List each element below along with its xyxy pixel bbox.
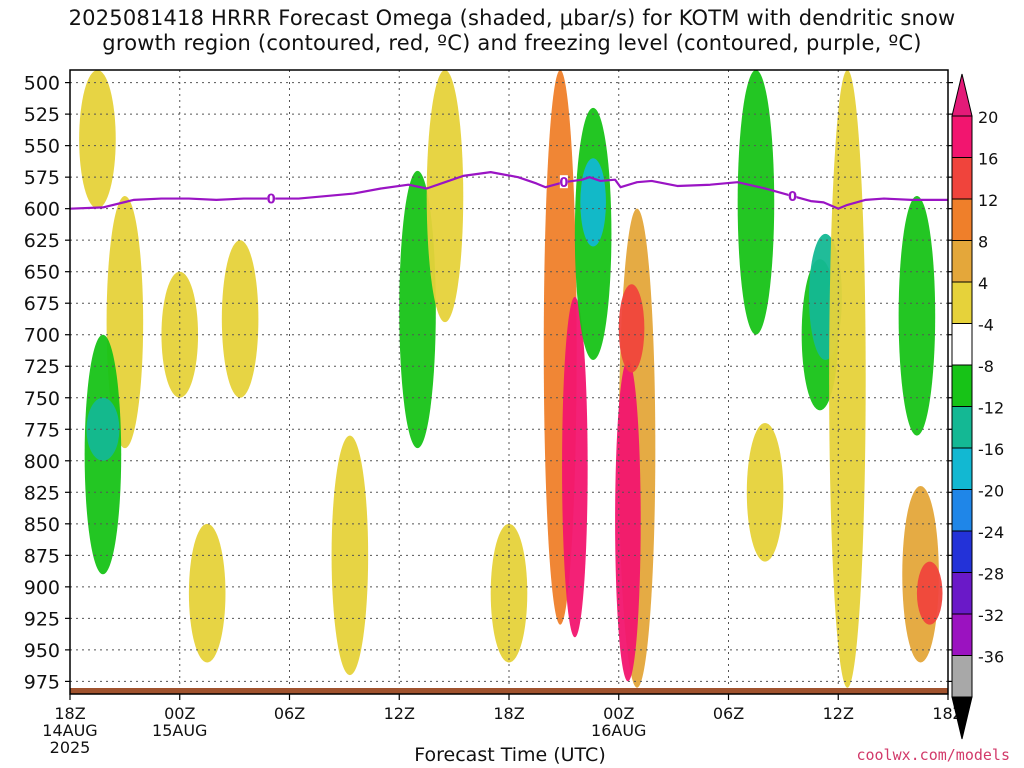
colorbar-swatch-4 bbox=[951, 281, 973, 324]
y-tick-label-975: 975 bbox=[24, 671, 60, 693]
x-tick-label-30-0: 00Z bbox=[603, 704, 634, 723]
y-tick-label-900: 900 bbox=[24, 577, 60, 599]
omega-region-21 bbox=[746, 422, 784, 562]
x-tick-label-12-0: 06Z bbox=[274, 704, 305, 723]
freezing-level-label-bg-2 bbox=[788, 189, 797, 203]
colorbar: 20 16 12 8 4 -4 -8 -12 -16 -20 -24 -28 -32 -36 bbox=[951, 73, 1004, 740]
omega-region-5 bbox=[221, 240, 259, 398]
y-tick-label-550: 550 bbox=[24, 136, 60, 158]
colorbar-label-2: 12 bbox=[978, 191, 998, 210]
colorbar-swatch-13 bbox=[951, 655, 973, 698]
omega-region-6 bbox=[188, 523, 226, 663]
colorbar-swatch-3 bbox=[951, 240, 973, 283]
colorbar-label-13: -36 bbox=[978, 648, 1004, 667]
omega-region-23 bbox=[898, 196, 936, 436]
x-tick-label-24-0: 18Z bbox=[493, 704, 524, 723]
y-tick-label-925: 925 bbox=[24, 608, 60, 630]
freezing-level-contour: 0 0 0 bbox=[70, 171, 948, 210]
freezing-level-label-0: 0 bbox=[267, 193, 276, 208]
colorbar-swatch-1 bbox=[951, 157, 973, 200]
colorbar-label-1: 16 bbox=[978, 150, 998, 169]
x-tick-label-0-2: 2025 bbox=[50, 738, 91, 757]
freezing-level-label-bg-1 bbox=[559, 175, 568, 189]
freezing-level-label-bg-0 bbox=[267, 191, 276, 205]
x-axis-label: Forecast Time (UTC) bbox=[414, 744, 606, 766]
omega-shaded-field bbox=[79, 70, 943, 688]
y-tick-label-700: 700 bbox=[24, 325, 60, 347]
colorbar-swatch-11 bbox=[951, 572, 973, 615]
x-tick-label-6-1: 15AUG bbox=[152, 721, 207, 740]
colorbar-label-3: 8 bbox=[978, 233, 988, 252]
omega-region-7 bbox=[331, 435, 369, 676]
colorbar-swatch-5 bbox=[951, 323, 973, 366]
omega-region-8 bbox=[399, 170, 436, 449]
y-tick-label-775: 775 bbox=[24, 419, 60, 441]
y-tick-label-600: 600 bbox=[24, 199, 60, 221]
y-tick-label-675: 675 bbox=[24, 293, 60, 315]
colorbar-swatch-0 bbox=[951, 115, 973, 158]
y-tick-label-650: 650 bbox=[24, 262, 60, 284]
y-tick-label-950: 950 bbox=[24, 640, 60, 662]
colorbar-swatch-2 bbox=[951, 198, 973, 241]
y-tick-label-875: 875 bbox=[24, 545, 60, 567]
freezing-level-label-1: 0 bbox=[559, 176, 568, 191]
omega-region-25 bbox=[916, 561, 943, 625]
x-tick-label-42-0: 12Z bbox=[823, 704, 854, 723]
colorbar-label-7: -12 bbox=[978, 399, 1004, 418]
omega-region-9 bbox=[426, 70, 464, 323]
chart-title-line-2: growth region (contoured, red, ºC) and f… bbox=[102, 31, 922, 55]
x-tick-label-0-1: 14AUG bbox=[42, 721, 97, 740]
omega-region-22 bbox=[829, 70, 866, 688]
freezing-level-label-2: 0 bbox=[788, 190, 797, 205]
colorbar-label-11: -28 bbox=[978, 565, 1004, 584]
omega-region-17 bbox=[618, 284, 645, 373]
y-tick-label-750: 750 bbox=[24, 388, 60, 410]
omega-region-18 bbox=[737, 70, 775, 335]
y-tick-label-525: 525 bbox=[24, 104, 60, 126]
colorbar-label-12: -32 bbox=[978, 606, 1004, 625]
colorbar-swatch-6 bbox=[951, 364, 973, 407]
omega-region-0 bbox=[79, 70, 116, 209]
x-tick-label-36-0: 06Z bbox=[713, 704, 744, 723]
colorbar-swatch-8 bbox=[951, 447, 973, 490]
y-axis-pressure: 500 525 550 575 600 625 650 675 700 725 750 775 800 8… bbox=[24, 73, 953, 693]
y-tick-label-725: 725 bbox=[24, 356, 60, 378]
colorbar-top-cap bbox=[951, 73, 973, 117]
x-tick-label-30-1: 16AUG bbox=[591, 721, 646, 740]
colorbar-swatch-9 bbox=[951, 489, 973, 532]
colorbar-swatch-10 bbox=[951, 530, 973, 573]
colorbar-label-5: -4 bbox=[978, 316, 994, 335]
colorbar-label-8: -16 bbox=[978, 440, 1004, 459]
colorbar-swatch-12 bbox=[951, 613, 973, 656]
y-tick-label-500: 500 bbox=[24, 73, 60, 95]
y-tick-label-825: 825 bbox=[24, 482, 60, 504]
colorbar-swatch-7 bbox=[951, 406, 973, 449]
x-tick-label-0-0: 18Z bbox=[54, 704, 85, 723]
ground-surface-strip bbox=[70, 688, 948, 694]
colorbar-bottom-cap bbox=[951, 696, 973, 740]
source-credit: coolwx.com/models bbox=[856, 746, 1010, 764]
omega-region-3 bbox=[86, 397, 120, 461]
colorbar-label-10: -24 bbox=[978, 523, 1004, 542]
colorbar-label-6: -8 bbox=[978, 357, 994, 376]
colorbar-label-0: 20 bbox=[978, 108, 998, 127]
colorbar-label-9: -20 bbox=[978, 482, 1004, 501]
omega-region-14 bbox=[580, 158, 606, 247]
chart-title: 2025081418 HRRR Forecast Omega (shaded, … bbox=[0, 6, 1024, 56]
y-tick-label-800: 800 bbox=[24, 451, 60, 473]
omega-region-16 bbox=[615, 359, 641, 682]
colorbar-label-4: 4 bbox=[978, 274, 988, 293]
y-tick-label-625: 625 bbox=[24, 230, 60, 252]
y-tick-label-850: 850 bbox=[24, 514, 60, 536]
y-tick-label-575: 575 bbox=[24, 167, 60, 189]
omega-region-12 bbox=[562, 296, 588, 638]
x-tick-label-6-0: 00Z bbox=[164, 704, 195, 723]
x-tick-label-18-0: 12Z bbox=[384, 704, 415, 723]
grid-lines bbox=[70, 70, 948, 694]
chart-title-line-1: 2025081418 HRRR Forecast Omega (shaded, … bbox=[68, 6, 956, 30]
